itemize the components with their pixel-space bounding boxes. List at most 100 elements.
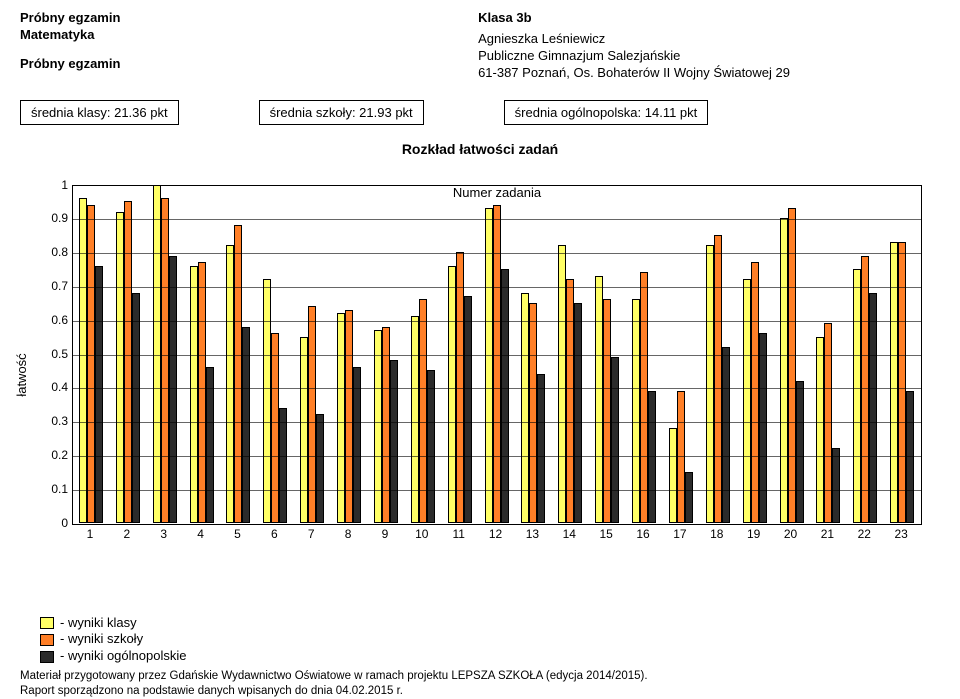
bar-klasy (263, 279, 271, 522)
legend-label-szkoly: - wyniki szkoły (60, 631, 143, 648)
footer-line-1: Materiał przygotowany przez Gdańskie Wyd… (20, 669, 940, 684)
bar-klasy (374, 330, 382, 523)
teacher-name: Agnieszka Leśniewicz (478, 31, 790, 48)
plot-area (72, 185, 922, 525)
x-tick-label: 19 (747, 527, 760, 541)
gridline (73, 321, 921, 322)
bar-szkoly (714, 235, 722, 522)
bar-szkoly (898, 242, 906, 523)
x-tick-label: 18 (710, 527, 723, 541)
header-left: Próbny egzamin Matematyka Próbny egzamin (20, 10, 120, 73)
gridline (73, 355, 921, 356)
y-tick-label: 0.2 (42, 448, 68, 462)
x-tick-label: 4 (197, 527, 204, 541)
school-name: Publiczne Gimnazjum Salezjańskie (478, 48, 790, 65)
school-address: 61-387 Poznań, Os. Bohaterów II Wojny Św… (478, 65, 790, 82)
x-tick-label: 22 (858, 527, 871, 541)
bar-szkoly (161, 198, 169, 522)
bar-szkoly (198, 262, 206, 522)
y-tick-label: 1 (42, 178, 68, 192)
x-tick-label: 11 (452, 527, 464, 541)
x-tick-label: 15 (599, 527, 612, 541)
bar-ogolnopolskie (316, 414, 324, 522)
title-line-1: Próbny egzamin (20, 10, 120, 27)
bar-ogolnopolskie (537, 374, 545, 523)
bar-klasy (79, 198, 87, 522)
bar-ogolnopolskie (611, 357, 619, 523)
swatch-szkoly (40, 634, 54, 646)
bar-klasy (190, 266, 198, 523)
bar-ogolnopolskie (464, 296, 472, 522)
chart: łatwość 00.10.20.30.40.50.60.70.80.91 12… (30, 185, 930, 565)
x-tick-label: 21 (821, 527, 834, 541)
gridline (73, 490, 921, 491)
bar-klasy (816, 337, 824, 523)
bar-klasy (300, 337, 308, 523)
bar-klasy (595, 276, 603, 523)
bar-ogolnopolskie (427, 370, 435, 522)
legend-label-ogolnopolskie: - wyniki ogólnopolskie (60, 648, 186, 665)
stats-row: średnia klasy: 21.36 pkt średnia szkoły:… (20, 100, 940, 125)
bar-klasy (448, 266, 456, 523)
bar-szkoly (124, 201, 132, 522)
bar-klasy (780, 218, 788, 522)
x-tick-label: 7 (308, 527, 315, 541)
y-tick-label: 0.3 (42, 414, 68, 428)
bar-szkoly (382, 327, 390, 523)
legend-item-ogolnopolskie: - wyniki ogólnopolskie (40, 648, 940, 665)
bar-klasy (337, 313, 345, 523)
y-tick-label: 0.8 (42, 245, 68, 259)
x-tick-label: 5 (234, 527, 241, 541)
bar-klasy (411, 316, 419, 522)
bar-ogolnopolskie (832, 448, 840, 522)
y-tick-label: 0.5 (42, 347, 68, 361)
bar-szkoly (640, 272, 648, 522)
legend-label-klasy: - wyniki klasy (60, 615, 137, 632)
y-axis-label: łatwość (14, 353, 29, 396)
y-tick-label: 0.7 (42, 279, 68, 293)
x-tick-label: 2 (124, 527, 131, 541)
legend: - wyniki klasy - wyniki szkoły - wyniki … (40, 615, 940, 666)
bar-szkoly (456, 252, 464, 522)
header-right: Klasa 3b Agnieszka Leśniewicz Publiczne … (478, 10, 790, 82)
bar-szkoly (234, 225, 242, 522)
y-tick-label: 0.1 (42, 482, 68, 496)
bar-szkoly (788, 208, 796, 522)
swatch-klasy (40, 617, 54, 629)
x-tick-label: 1 (87, 527, 94, 541)
x-tick-label: 10 (415, 527, 428, 541)
stat-national-avg: średnia ogólnopolska: 14.11 pkt (504, 100, 709, 125)
swatch-ogolnopolskie (40, 651, 54, 663)
bar-ogolnopolskie (501, 269, 509, 523)
bar-ogolnopolskie (279, 408, 287, 523)
x-tick-label: 12 (489, 527, 502, 541)
y-tick-label: 0.9 (42, 211, 68, 225)
title-line-3: Próbny egzamin (20, 56, 120, 73)
bar-klasy (153, 185, 161, 523)
bar-klasy (890, 242, 898, 523)
bar-szkoly (271, 333, 279, 522)
x-tick-label: 20 (784, 527, 797, 541)
bar-ogolnopolskie (390, 360, 398, 522)
bar-klasy (853, 269, 861, 523)
bar-szkoly (566, 279, 574, 522)
y-tick-label: 0.4 (42, 380, 68, 394)
page: Próbny egzamin Matematyka Próbny egzamin… (0, 0, 960, 668)
bar-ogolnopolskie (869, 293, 877, 523)
footer: Materiał przygotowany przez Gdańskie Wyd… (20, 669, 940, 699)
gridline (73, 388, 921, 389)
x-tick-label: 13 (526, 527, 539, 541)
title-line-2: Matematyka (20, 27, 120, 44)
bar-klasy (116, 212, 124, 523)
footer-line-2: Raport sporządzono na podstawie danych w… (20, 684, 940, 699)
x-tick-label: 14 (563, 527, 576, 541)
stat-school-avg: średnia szkoły: 21.93 pkt (259, 100, 424, 125)
class-label: Klasa 3b (478, 10, 790, 27)
bar-klasy (485, 208, 493, 522)
header: Próbny egzamin Matematyka Próbny egzamin… (20, 10, 940, 82)
bar-ogolnopolskie (206, 367, 214, 522)
bar-ogolnopolskie (759, 333, 767, 522)
x-tick-label: 3 (160, 527, 167, 541)
y-tick-label: 0 (42, 516, 68, 530)
bar-ogolnopolskie (242, 327, 250, 523)
